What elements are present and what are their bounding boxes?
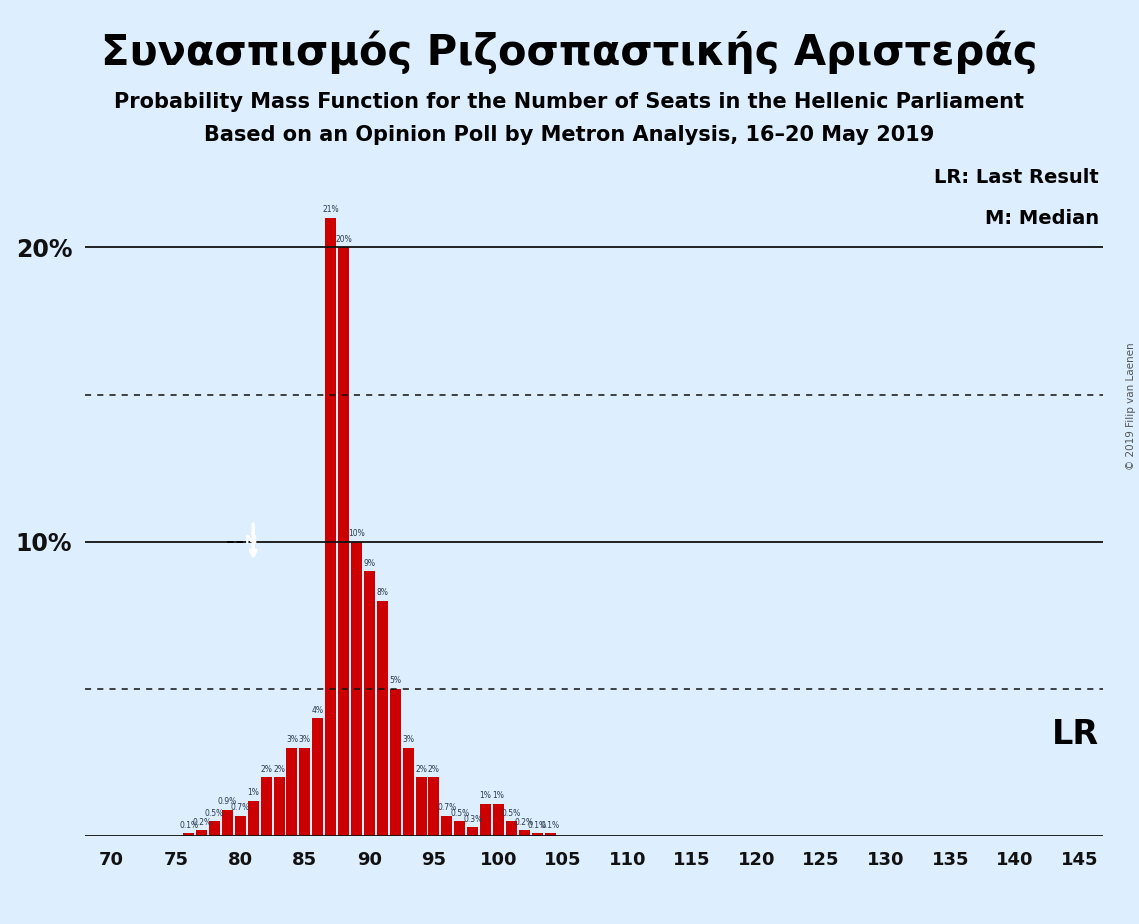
Text: M: M xyxy=(245,534,257,547)
Text: 0.7%: 0.7% xyxy=(231,803,249,812)
Text: LR: Last Result: LR: Last Result xyxy=(934,168,1099,187)
Text: 0.2%: 0.2% xyxy=(192,818,211,827)
Bar xyxy=(506,821,517,836)
Text: 0.5%: 0.5% xyxy=(450,809,469,818)
Text: 1%: 1% xyxy=(492,791,505,800)
Text: 2%: 2% xyxy=(415,765,427,773)
Text: 3%: 3% xyxy=(286,736,298,745)
Bar xyxy=(544,833,556,836)
Bar xyxy=(326,218,336,836)
Text: 4%: 4% xyxy=(312,706,323,715)
Bar xyxy=(235,816,246,836)
Bar xyxy=(248,801,259,836)
Bar xyxy=(183,833,194,836)
Bar xyxy=(390,689,401,836)
Text: 5%: 5% xyxy=(390,676,401,686)
Bar xyxy=(377,601,387,836)
Bar xyxy=(518,831,530,836)
Text: 1%: 1% xyxy=(480,791,492,800)
Bar xyxy=(493,804,503,836)
Bar xyxy=(532,833,542,836)
Bar xyxy=(338,248,349,836)
Bar xyxy=(467,827,478,836)
Text: 0.2%: 0.2% xyxy=(515,818,534,827)
Text: 3%: 3% xyxy=(402,736,415,745)
Bar xyxy=(222,809,232,836)
Bar xyxy=(273,777,285,836)
Bar xyxy=(351,541,362,836)
Text: Based on an Opinion Poll by Metron Analysis, 16–20 May 2019: Based on an Opinion Poll by Metron Analy… xyxy=(204,125,935,145)
Bar xyxy=(454,821,465,836)
Text: 10%: 10% xyxy=(349,529,364,538)
Text: 2%: 2% xyxy=(260,765,272,773)
Bar xyxy=(312,719,323,836)
Text: 0.9%: 0.9% xyxy=(218,797,237,806)
Text: LR: LR xyxy=(1051,719,1099,751)
Bar xyxy=(428,777,440,836)
Text: 1%: 1% xyxy=(247,788,260,797)
Bar xyxy=(480,804,491,836)
Text: © 2019 Filip van Laenen: © 2019 Filip van Laenen xyxy=(1126,343,1136,470)
Text: 0.1%: 0.1% xyxy=(527,821,547,830)
Text: 8%: 8% xyxy=(376,588,388,597)
Bar xyxy=(402,748,413,836)
Bar xyxy=(287,748,297,836)
Bar xyxy=(261,777,271,836)
Text: 0.5%: 0.5% xyxy=(502,809,521,818)
Text: 0.1%: 0.1% xyxy=(541,821,559,830)
Text: 21%: 21% xyxy=(322,205,339,214)
Text: 0.7%: 0.7% xyxy=(437,803,457,812)
Bar xyxy=(363,571,375,836)
Text: M: Median: M: Median xyxy=(984,209,1099,228)
Text: 9%: 9% xyxy=(363,559,376,567)
Bar xyxy=(416,777,426,836)
Bar xyxy=(441,816,452,836)
Text: 3%: 3% xyxy=(298,736,311,745)
Bar xyxy=(210,821,220,836)
Text: 0.1%: 0.1% xyxy=(179,821,198,830)
Text: 0.5%: 0.5% xyxy=(205,809,224,818)
Bar xyxy=(196,831,207,836)
Text: 20%: 20% xyxy=(335,235,352,244)
Text: 2%: 2% xyxy=(273,765,285,773)
Text: Probability Mass Function for the Number of Seats in the Hellenic Parliament: Probability Mass Function for the Number… xyxy=(115,92,1024,113)
Text: 2%: 2% xyxy=(428,765,440,773)
Bar xyxy=(300,748,310,836)
Text: 0.3%: 0.3% xyxy=(464,815,482,824)
Text: Συνασπισμός Ριζοσπαστικής Αριστεράς: Συνασπισμός Ριζοσπαστικής Αριστεράς xyxy=(101,30,1038,74)
